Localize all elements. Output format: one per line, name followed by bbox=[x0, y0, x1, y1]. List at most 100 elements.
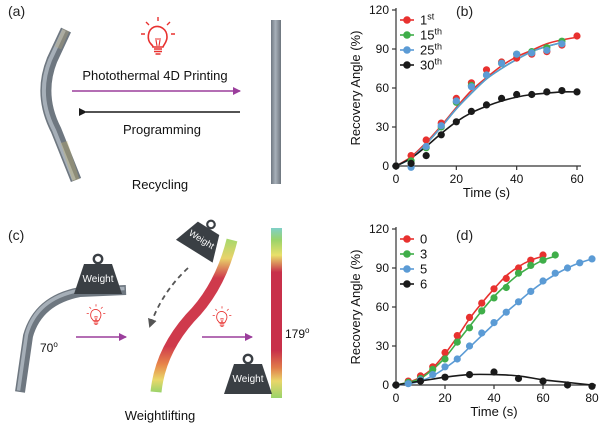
data-point-30 bbox=[482, 101, 491, 109]
bent-strip-weighted bbox=[15, 285, 127, 393]
weight-icon-lifted: Weight bbox=[174, 208, 233, 264]
panel-a: (a) Photothermal 4D Printing Programming… bbox=[8, 3, 281, 192]
data-point-30 bbox=[467, 107, 476, 115]
data-point-25 bbox=[452, 97, 460, 105]
data-point-3 bbox=[429, 365, 437, 373]
legend-label: 25th bbox=[420, 42, 442, 58]
data-point-5 bbox=[404, 380, 412, 388]
data-point-0 bbox=[490, 285, 498, 293]
data-point-0 bbox=[502, 274, 510, 282]
recovered-strip bbox=[271, 228, 282, 398]
data-point-3 bbox=[527, 261, 535, 269]
data-point-5 bbox=[465, 342, 474, 350]
data-point-5 bbox=[527, 287, 535, 295]
legend-label: 5 bbox=[420, 262, 427, 277]
weight-label-ground: Weight bbox=[233, 374, 264, 385]
data-point-6 bbox=[490, 368, 498, 376]
data-point-6 bbox=[588, 382, 596, 390]
data-point-3 bbox=[453, 338, 461, 346]
x-tick-label: 40 bbox=[487, 391, 501, 405]
data-point-0 bbox=[465, 313, 474, 321]
legend-marker bbox=[403, 250, 411, 258]
data-point-5 bbox=[576, 259, 584, 267]
straight-strip bbox=[271, 20, 281, 184]
backward-label: Programming bbox=[123, 122, 201, 137]
data-point-1 bbox=[422, 136, 430, 144]
data-point-0 bbox=[539, 251, 547, 259]
data-point-6 bbox=[465, 371, 474, 379]
data-point-6 bbox=[441, 373, 449, 381]
data-point-5 bbox=[551, 269, 559, 277]
x-tick-label: 40 bbox=[510, 172, 524, 186]
data-point-3 bbox=[551, 251, 559, 259]
data-point-25 bbox=[558, 40, 566, 48]
y-axis-label: Recovery Angle (%) bbox=[348, 31, 363, 146]
data-point-30 bbox=[422, 152, 430, 160]
x-tick-label: 20 bbox=[450, 172, 464, 186]
data-point-30 bbox=[558, 87, 566, 95]
data-point-25 bbox=[513, 50, 521, 58]
data-point-25 bbox=[528, 49, 536, 57]
panel-c: (c) Weight 70o Weight 179o Weight Weight… bbox=[8, 208, 310, 423]
legend-marker bbox=[403, 265, 411, 273]
lift-path-arrow bbox=[148, 267, 189, 328]
data-point-1 bbox=[573, 32, 581, 40]
data-point-25 bbox=[437, 122, 445, 130]
legend-marker bbox=[403, 235, 411, 243]
x-tick-label: 20 bbox=[438, 391, 452, 405]
panel-c-label: (c) bbox=[8, 227, 24, 243]
legend-label: 30th bbox=[420, 57, 442, 73]
chart-b: 0 30 60 90 120 0 20 40 60 Time (s) Recovery Angle … bbox=[348, 3, 584, 200]
data-point-6 bbox=[539, 377, 547, 385]
x-tick-label: 80 bbox=[585, 391, 599, 405]
y-tick-label: 120 bbox=[369, 222, 389, 236]
bulb-icon-c1 bbox=[86, 303, 106, 326]
y-tick-label: 0 bbox=[382, 378, 389, 392]
x-tick-label: 60 bbox=[536, 391, 550, 405]
data-point-5 bbox=[453, 355, 461, 363]
legend-marker bbox=[403, 46, 411, 54]
y-axis-label: Recovery Angle (%) bbox=[348, 250, 363, 365]
panel-b-label: (b) bbox=[456, 3, 473, 19]
y-tick-label: 120 bbox=[369, 3, 389, 17]
y-tick-label: 90 bbox=[376, 261, 390, 275]
data-point-30 bbox=[528, 90, 536, 99]
data-point-30 bbox=[452, 118, 460, 126]
legend-marker bbox=[403, 16, 411, 24]
weight-icon-ground: Weight bbox=[222, 353, 274, 396]
data-point-30 bbox=[497, 94, 506, 102]
data-point-3 bbox=[514, 269, 523, 277]
legend-marker bbox=[403, 61, 411, 69]
data-point-5 bbox=[588, 255, 596, 263]
panel-a-label: (a) bbox=[8, 3, 25, 19]
legend-label: 15th bbox=[420, 27, 442, 43]
y-tick-label: 60 bbox=[376, 300, 390, 314]
data-point-25 bbox=[497, 59, 506, 67]
data-point-3 bbox=[465, 324, 474, 332]
legend-label: 6 bbox=[420, 277, 427, 292]
weight-label: Weight bbox=[83, 274, 114, 285]
data-point-30 bbox=[407, 159, 415, 167]
data-point-3 bbox=[490, 294, 498, 302]
panel-d-label: (d) bbox=[456, 227, 473, 243]
data-point-0 bbox=[453, 332, 461, 340]
data-point-3 bbox=[502, 283, 510, 292]
bulb-icon-c2 bbox=[212, 305, 232, 328]
x-axis-label: Time (s) bbox=[463, 185, 510, 200]
data-point-1 bbox=[407, 152, 415, 160]
data-point-3 bbox=[441, 355, 449, 363]
x-tick-label: 0 bbox=[393, 172, 400, 186]
data-point-0 bbox=[514, 264, 523, 272]
legend-label: 0 bbox=[420, 232, 427, 247]
data-point-6 bbox=[514, 374, 523, 383]
y-tick-label: 0 bbox=[382, 159, 389, 173]
forward-label: Photothermal 4D Printing bbox=[82, 68, 227, 83]
y-tick-label: 30 bbox=[376, 339, 390, 353]
data-point-6 bbox=[416, 377, 425, 385]
y-tick-label: 90 bbox=[376, 42, 390, 56]
data-point-30 bbox=[573, 88, 581, 96]
data-point-25 bbox=[422, 142, 430, 151]
